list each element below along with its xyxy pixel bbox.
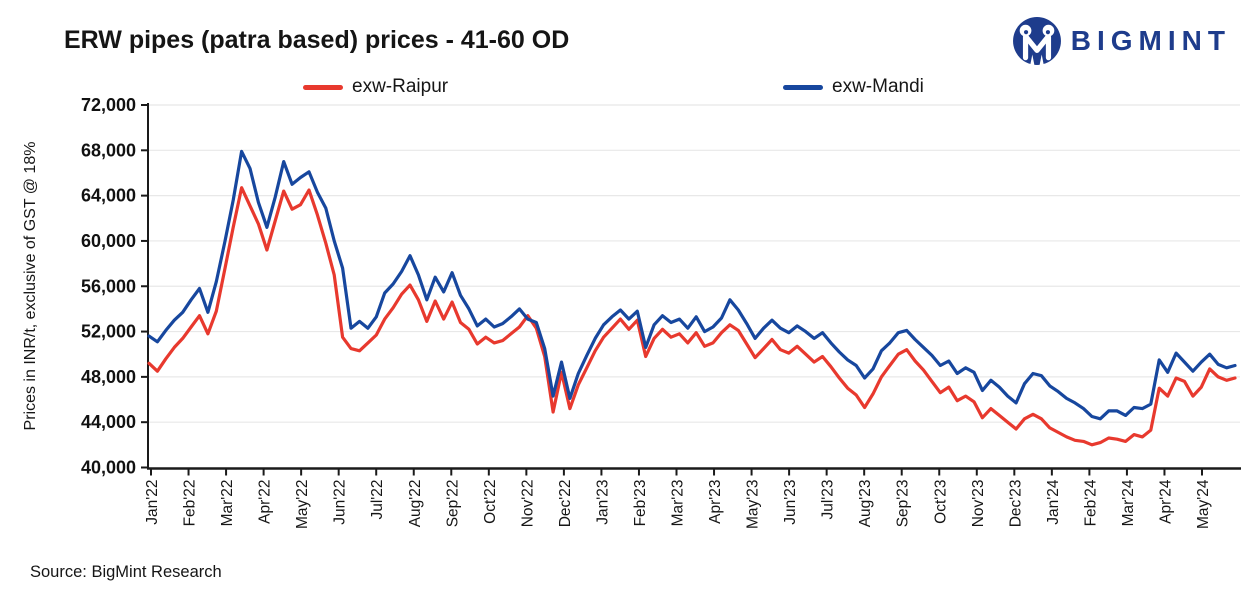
- y-tick-label: 48,000: [81, 367, 136, 387]
- mandi-line-swatch: [783, 84, 823, 90]
- x-tick-label: Sep'22: [444, 480, 461, 528]
- y-tick-label: 40,000: [81, 458, 136, 478]
- bigmint-logo-icon: [1012, 16, 1062, 66]
- x-tick-label: Jul'23: [820, 480, 837, 520]
- legend-item-exw-mandi: exw-Mandi: [783, 76, 924, 98]
- x-tick-label: Apr'23: [707, 480, 724, 524]
- x-tick-label: Feb'24: [1082, 479, 1099, 526]
- x-tick-label: Apr'24: [1157, 479, 1174, 524]
- x-tick-label: Dec'22: [557, 480, 574, 528]
- page-title: ERW pipes (patra based) prices - 41-60 O…: [64, 26, 570, 54]
- x-tick-label: Jan'24: [1045, 479, 1062, 525]
- y-tick-label: 52,000: [81, 322, 136, 342]
- y-tick-label: 44,000: [81, 412, 136, 432]
- x-tick-label: Apr'22: [257, 480, 274, 524]
- y-tick-label: 64,000: [81, 186, 136, 206]
- x-tick-label: Jun'23: [782, 480, 799, 525]
- y-tick-label: 56,000: [81, 276, 136, 296]
- x-tick-label: Nov'22: [519, 480, 536, 528]
- x-tick-label: Jul'22: [369, 480, 386, 520]
- series-line-exw-raipur: [147, 186, 1237, 447]
- x-tick-label: Aug'22: [407, 480, 424, 528]
- x-tick-label: Sep'23: [895, 480, 912, 528]
- x-tick-label: Jan'23: [594, 480, 611, 525]
- series-line-exw-mandi: [147, 149, 1237, 421]
- x-tick-label: May'24: [1195, 479, 1212, 529]
- x-tick-label: May'23: [745, 480, 762, 529]
- bigmint-logo: BIGMINT: [1012, 16, 1231, 66]
- y-tick-label: 72,000: [81, 95, 136, 115]
- x-tick-label: Aug'23: [857, 480, 874, 528]
- x-tick-label: Oct'23: [932, 480, 949, 524]
- x-tick-label: Jun'22: [332, 480, 349, 525]
- legend-item-exw-raipur: exw-Raipur: [303, 76, 448, 98]
- x-tick-label: Mar'22: [219, 480, 236, 527]
- x-tick-label: May'22: [294, 480, 311, 529]
- x-tick-label: Oct'22: [482, 479, 499, 523]
- source-note: Source: BigMint Research: [30, 563, 222, 581]
- x-tick-label: Jan'22: [144, 480, 161, 525]
- x-tick-label: Mar'23: [670, 480, 687, 527]
- legend-label-exw-mandi: exw-Mandi: [832, 76, 924, 97]
- y-tick-label: 60,000: [81, 231, 136, 251]
- x-tick-label: Dec'23: [1007, 480, 1024, 528]
- bigmint-logo-text: BIGMINT: [1070, 25, 1231, 56]
- x-tick-label: Feb'22: [182, 480, 199, 527]
- x-tick-label: Nov'23: [970, 479, 987, 527]
- y-tick-label: 68,000: [81, 140, 136, 160]
- x-tick-label: Mar'24: [1120, 479, 1137, 526]
- raipur-line-swatch: [303, 84, 343, 90]
- legend-label-exw-raipur: exw-Raipur: [352, 76, 449, 97]
- x-tick-label: Feb'23: [632, 480, 649, 527]
